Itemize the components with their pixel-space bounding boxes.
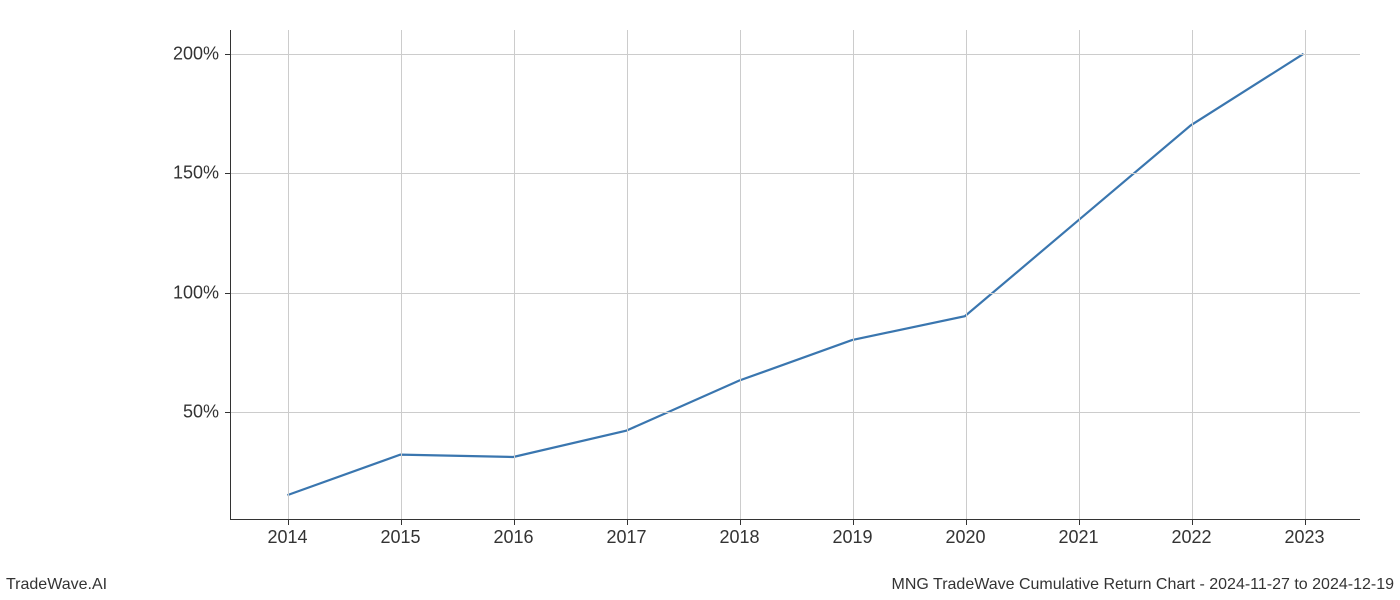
grid-line-horizontal — [231, 54, 1360, 55]
x-tick — [966, 519, 967, 525]
x-tick-label: 2018 — [719, 527, 759, 548]
x-tick-label: 2023 — [1284, 527, 1324, 548]
plot-area: 2014201520162017201820192020202120222023… — [230, 30, 1360, 520]
y-tick — [225, 412, 231, 413]
x-tick — [1192, 519, 1193, 525]
grid-line-vertical — [514, 30, 515, 519]
grid-line-horizontal — [231, 412, 1360, 413]
grid-line-vertical — [1305, 30, 1306, 519]
y-tick-label: 50% — [183, 402, 219, 423]
grid-line-horizontal — [231, 173, 1360, 174]
x-tick-label: 2022 — [1171, 527, 1211, 548]
x-tick-label: 2014 — [267, 527, 307, 548]
chart-container: 2014201520162017201820192020202120222023… — [230, 30, 1360, 520]
y-tick — [225, 173, 231, 174]
grid-line-vertical — [1079, 30, 1080, 519]
x-tick-label: 2017 — [606, 527, 646, 548]
x-tick — [1305, 519, 1306, 525]
grid-line-vertical — [740, 30, 741, 519]
data-line — [287, 54, 1303, 495]
footer-brand: TradeWave.AI — [6, 576, 107, 594]
grid-line-vertical — [966, 30, 967, 519]
x-tick-label: 2020 — [945, 527, 985, 548]
y-tick-label: 200% — [173, 43, 219, 64]
x-tick-label: 2016 — [493, 527, 533, 548]
grid-line-horizontal — [231, 293, 1360, 294]
footer-caption: MNG TradeWave Cumulative Return Chart - … — [892, 576, 1394, 594]
x-tick — [853, 519, 854, 525]
y-tick-label: 150% — [173, 163, 219, 184]
y-tick — [225, 293, 231, 294]
grid-line-vertical — [288, 30, 289, 519]
x-tick — [740, 519, 741, 525]
grid-line-vertical — [401, 30, 402, 519]
y-tick — [225, 54, 231, 55]
x-tick — [288, 519, 289, 525]
x-tick — [1079, 519, 1080, 525]
grid-line-vertical — [853, 30, 854, 519]
x-tick-label: 2021 — [1058, 527, 1098, 548]
x-tick-label: 2019 — [832, 527, 872, 548]
x-tick — [514, 519, 515, 525]
x-tick — [401, 519, 402, 525]
y-tick-label: 100% — [173, 282, 219, 303]
grid-line-vertical — [1192, 30, 1193, 519]
x-tick-label: 2015 — [380, 527, 420, 548]
x-tick — [627, 519, 628, 525]
grid-line-vertical — [627, 30, 628, 519]
